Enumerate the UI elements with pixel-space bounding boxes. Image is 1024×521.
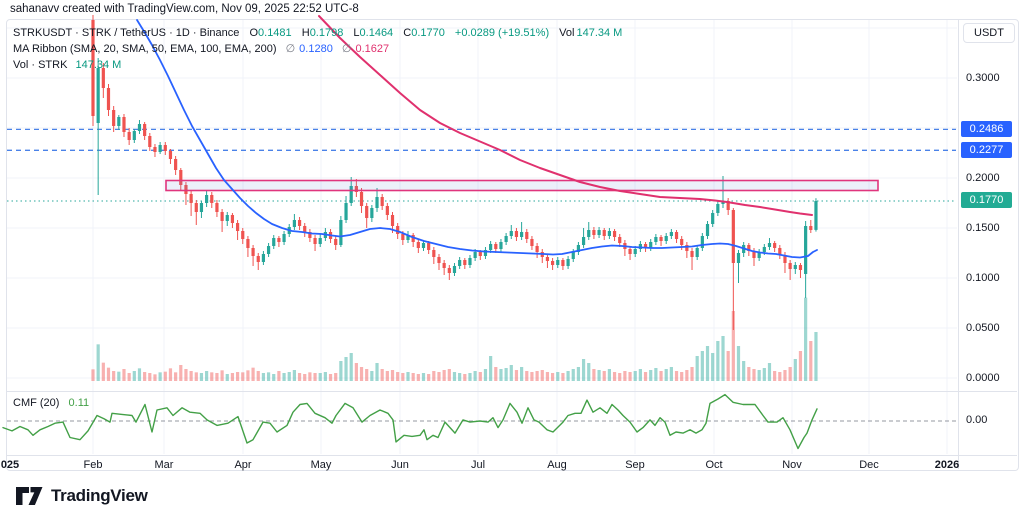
time-axis-tick: Mar <box>154 459 174 471</box>
price-axis-border <box>958 19 959 469</box>
ma-ribbon-legend[interactable]: MA Ribbon (SMA, 20, SMA, 50, EMA, 100, E… <box>13 42 389 56</box>
volume-label: Vol <box>559 27 575 39</box>
tradingview-logo[interactable]: TradingView <box>16 486 148 506</box>
price-pane[interactable] <box>7 20 958 391</box>
volume-study-value: 147.34 M <box>75 59 122 71</box>
time-axis-tick: Jul <box>470 459 486 471</box>
volume-value: 147.34 M <box>576 27 623 39</box>
price-level-badge: 0.2486 <box>961 121 1012 137</box>
low-label: L <box>353 27 360 39</box>
price-axis-label: 0.2000 <box>966 172 1000 184</box>
time-axis-tick: Feb <box>83 459 103 471</box>
time-axis-tick: Sep <box>625 459 645 471</box>
close-value: 0.1770 <box>411 27 445 39</box>
price-axis-label: 0.0000 <box>966 372 1000 384</box>
price-level-badge: 0.2277 <box>961 142 1012 158</box>
tradingview-logo-text: TradingView <box>51 486 148 505</box>
cmf-current-value: 0.11 <box>68 397 90 409</box>
cmf-pane[interactable] <box>7 392 958 455</box>
price-axis-label: 0.1000 <box>966 272 1000 284</box>
price-axis-label: 0.3000 <box>966 72 1000 84</box>
time-axis-tick: Dec <box>859 459 879 471</box>
close-label: C <box>403 27 412 39</box>
attribution-text: sahanavv created with TradingView.com, N… <box>10 3 359 15</box>
currency-toggle-button[interactable]: USDT <box>963 23 1015 43</box>
price-axis-label: 0.1500 <box>966 222 1000 234</box>
symbol-legend[interactable]: STRKUSDT · STRK / TetherUS · 1D · Binanc… <box>13 26 622 40</box>
time-axis-tick: 2026 <box>934 459 960 471</box>
high-value: 0.1798 <box>309 27 344 39</box>
time-axis-tick: Aug <box>547 459 567 471</box>
ma-ribbon-title[interactable]: MA Ribbon (SMA, 20, SMA, 50, EMA, 100, E… <box>13 43 277 55</box>
volume-legend[interactable]: Vol · STRK 147.34 M <box>13 58 121 72</box>
avg-icon: ∅ <box>285 43 296 55</box>
open-value: 0.1481 <box>258 27 292 39</box>
cmf-axis-zero-label: 0.00 <box>966 414 988 426</box>
time-axis-separator <box>7 455 1017 456</box>
time-axis-tick: Oct <box>705 459 723 471</box>
cmf-legend[interactable]: CMF (20) 0.11 <box>13 396 89 410</box>
ma-red-value: 0.1627 <box>355 43 390 55</box>
time-axis-tick: 025 <box>0 459 20 471</box>
time-axis-tick: Nov <box>782 459 802 471</box>
change-value: +0.0289 (+19.51%) <box>454 27 550 39</box>
cmf-title[interactable]: CMF (20) <box>13 397 60 409</box>
avg-icon: ∅ <box>341 43 352 55</box>
volume-study-title[interactable]: Vol · STRK <box>13 59 68 71</box>
time-axis-tick: Jun <box>391 459 409 471</box>
open-label: O <box>249 27 259 39</box>
low-value: 0.1464 <box>359 27 394 39</box>
time-axis-tick: May <box>310 459 332 471</box>
ma-blue-value: 0.1280 <box>299 43 333 55</box>
time-axis-tick: Apr <box>234 459 252 471</box>
price-level-badge: 0.1770 <box>961 192 1012 208</box>
high-label: H <box>301 27 310 39</box>
pane-separator[interactable] <box>7 391 1017 392</box>
tradingview-logo-icon <box>16 487 43 505</box>
symbol-title[interactable]: STRKUSDT · STRK / TetherUS · 1D · Binanc… <box>13 27 240 39</box>
price-axis-label: 0.0500 <box>966 322 1000 334</box>
